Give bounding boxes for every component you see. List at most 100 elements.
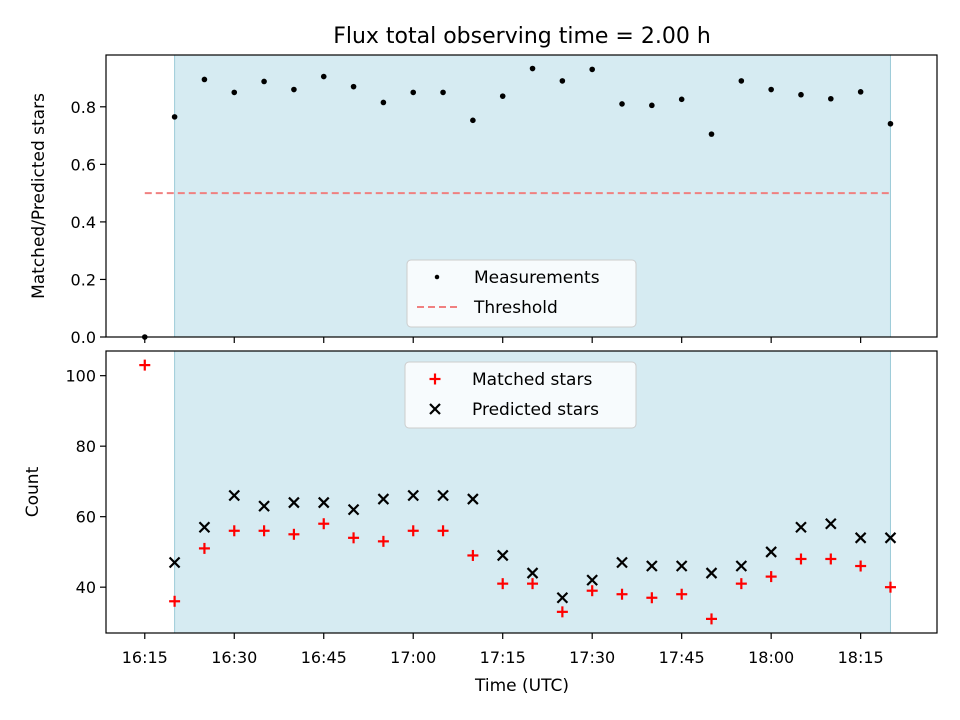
predicted-stars-point-b	[496, 549, 509, 562]
predicted-stars-point-b	[317, 496, 330, 509]
matched-stars-point	[825, 553, 837, 565]
measurements-point	[499, 93, 506, 99]
predicted-stars-point	[825, 517, 837, 530]
legend-label: Threshold	[473, 298, 558, 318]
predicted-stars-point-b	[288, 496, 300, 509]
measurements-point	[768, 86, 774, 93]
x-tick-label: 17:00	[390, 648, 436, 667]
matched-stars-point	[377, 535, 389, 547]
measurements-point	[320, 73, 327, 80]
matched-stars-point	[765, 571, 777, 583]
predicted-stars-point-b	[586, 574, 598, 586]
x-tick-label: 16:30	[211, 648, 257, 667]
bottom-panel: 40 60 80 100 16:15 16:30 16:45 17:00 17:15 17:30 1…	[23, 350, 938, 667]
legend-box	[404, 361, 637, 429]
matched-stars-point	[706, 613, 718, 625]
predicted-stars-point-b	[765, 546, 777, 558]
axes-frame	[105, 54, 938, 338]
predicted-stars-point	[556, 591, 569, 604]
predicted-stars-point-b	[198, 521, 211, 534]
predicted-stars-point	[467, 493, 479, 505]
predicted-stars-point-b	[526, 567, 539, 579]
measurements-point	[559, 78, 566, 84]
predicted-stars-point	[228, 489, 241, 502]
legend-entry: Measurements	[434, 268, 600, 288]
y-tick-label: 0.6	[71, 155, 96, 174]
matched-stars-point	[467, 549, 479, 561]
legend-marker-swatch	[434, 274, 440, 280]
legend-label: Matched stars	[472, 370, 592, 390]
measurements-point	[828, 95, 834, 102]
predicted-stars-point-b	[556, 591, 569, 604]
matched-stars-point	[258, 525, 270, 537]
predicted-stars-point	[765, 546, 777, 558]
matched-stars-point	[169, 595, 181, 607]
predicted-stars-point-b	[825, 517, 837, 530]
predicted-stars-point	[675, 560, 688, 572]
measurements-point	[470, 117, 476, 124]
predicted-stars-point	[854, 532, 867, 544]
y-tick-label: 0.4	[71, 213, 96, 232]
measurements-point	[350, 83, 357, 90]
predicted-stars-point-b	[168, 556, 181, 569]
legend: Measurements Threshold	[406, 259, 637, 328]
measurements-point	[291, 86, 297, 93]
predicted-stars-point	[795, 521, 807, 534]
chart-title: Flux total observing time = 2.00 h	[333, 24, 711, 49]
y-tick-label: 0.0	[71, 328, 96, 347]
predicted-stars-point	[437, 489, 449, 502]
predicted-stars-point-b	[258, 500, 270, 512]
measurements-point	[261, 78, 267, 85]
legend-entry: Threshold	[417, 298, 558, 318]
measurements-point	[738, 78, 745, 84]
measurements-point	[231, 89, 238, 96]
predicted-stars-point-b	[705, 567, 718, 579]
matched-stars-point	[795, 553, 807, 565]
predicted-stars-point	[526, 567, 539, 579]
predicted-stars-point-b	[884, 532, 897, 544]
matched-stars-point	[586, 585, 598, 597]
predicted-stars-point	[377, 493, 390, 505]
predicted-stars-point-b	[675, 560, 688, 572]
measurements-point	[589, 66, 595, 73]
matched-stars-point	[228, 525, 240, 537]
measurements-point	[708, 131, 715, 137]
legend-marker-swatch-b	[429, 403, 441, 415]
measurements-point	[649, 102, 655, 109]
y-axis-label: Count	[23, 466, 43, 517]
matched-stars-point	[646, 592, 658, 604]
top-panel: 0.0 0.2 0.4 0.6 0.8 Matched/Predicted stars Me…	[29, 54, 938, 347]
measurements-point	[857, 89, 864, 95]
matched-stars-point	[407, 525, 419, 537]
legend-entry: Predicted stars	[429, 400, 599, 420]
predicted-stars-point-b	[795, 521, 807, 534]
x-axis-label: Time (UTC)	[474, 676, 569, 696]
legend-box	[406, 259, 637, 328]
predicted-stars-point	[347, 503, 360, 516]
x-tick-label: 17:15	[480, 648, 526, 667]
y-tick-label: 0.8	[71, 98, 96, 117]
predicted-stars-point	[407, 489, 420, 502]
measurements-point	[619, 101, 625, 107]
predicted-stars-point	[168, 556, 181, 569]
measurements-point	[410, 89, 417, 96]
matched-stars-point	[348, 532, 360, 544]
y-tick-label: 80	[76, 437, 96, 456]
legend: Matched stars Predicted stars	[404, 361, 637, 429]
y-axis-label: Matched/Predicted stars	[29, 93, 49, 299]
measurements-point	[798, 91, 804, 98]
y-tick-label: 0.2	[71, 270, 96, 289]
y-tick-label: 40	[76, 578, 96, 597]
predicted-stars-point	[586, 574, 598, 586]
x-tick-label: 17:30	[569, 648, 615, 667]
matched-stars-point	[198, 542, 210, 554]
predicted-stars-point	[616, 556, 628, 569]
predicted-stars-point	[317, 496, 330, 509]
legend-label: Predicted stars	[472, 400, 599, 420]
x-tick-label: 18:15	[838, 648, 884, 667]
measurements-point	[678, 96, 685, 103]
measurements-point	[529, 65, 536, 72]
x-tick-label: 17:45	[659, 648, 705, 667]
predicted-stars-point	[735, 560, 748, 572]
axes-frame	[105, 350, 938, 634]
